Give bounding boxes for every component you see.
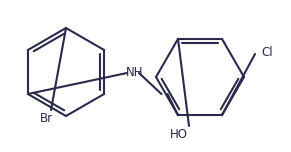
Text: HO: HO: [170, 128, 188, 140]
Text: NH: NH: [126, 67, 144, 79]
Text: Br: Br: [40, 112, 53, 126]
Text: Cl: Cl: [261, 45, 273, 59]
